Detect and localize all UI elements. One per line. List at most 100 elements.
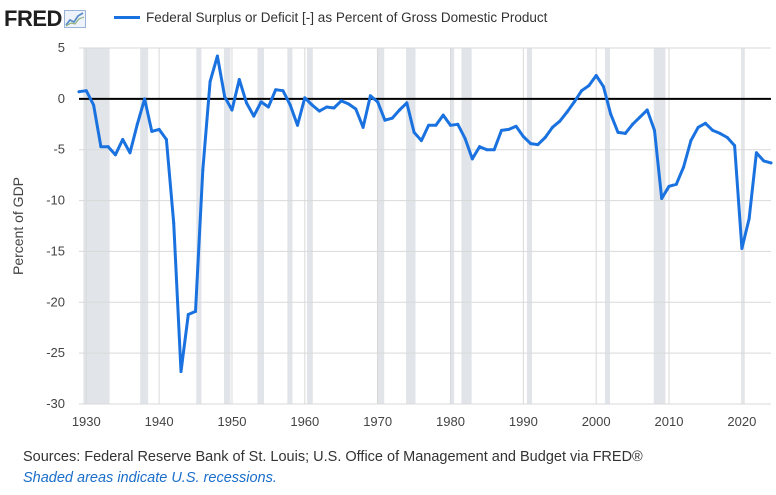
data-point[interactable] — [194, 309, 198, 313]
data-point[interactable] — [529, 142, 533, 146]
data-point[interactable] — [405, 101, 409, 105]
data-point[interactable] — [499, 128, 503, 132]
data-point[interactable] — [580, 89, 584, 93]
data-point[interactable] — [448, 123, 452, 127]
data-point[interactable] — [594, 73, 598, 77]
data-point[interactable] — [631, 122, 635, 126]
series-line-0[interactable] — [77, 54, 773, 373]
data-point[interactable] — [215, 54, 219, 58]
data-point[interactable] — [245, 101, 249, 105]
data-point[interactable] — [164, 138, 168, 142]
data-point[interactable] — [121, 138, 125, 142]
x-tick-label: 1930 — [72, 414, 101, 429]
data-point[interactable] — [113, 153, 117, 157]
data-point[interactable] — [492, 148, 496, 152]
data-point[interactable] — [106, 145, 110, 149]
data-point[interactable] — [259, 100, 263, 104]
data-point[interactable] — [645, 108, 649, 112]
data-point[interactable] — [128, 151, 132, 155]
data-point[interactable] — [696, 125, 700, 129]
data-point[interactable] — [77, 90, 81, 94]
data-point[interactable] — [601, 85, 605, 89]
data-point[interactable] — [674, 182, 678, 186]
data-point[interactable] — [84, 89, 88, 93]
data-point[interactable] — [296, 123, 300, 127]
data-point[interactable] — [660, 197, 664, 201]
data-point[interactable] — [325, 105, 329, 109]
data-point[interactable] — [419, 139, 423, 143]
data-point[interactable] — [769, 161, 773, 165]
data-point[interactable] — [150, 129, 154, 133]
data-point[interactable] — [252, 114, 256, 118]
data-point[interactable] — [514, 124, 518, 128]
data-point[interactable] — [376, 100, 380, 104]
data-point[interactable] — [470, 157, 474, 161]
data-point[interactable] — [572, 100, 576, 104]
data-point[interactable] — [463, 137, 467, 141]
data-point[interactable] — [223, 95, 227, 99]
data-point[interactable] — [507, 127, 511, 131]
data-point[interactable] — [99, 145, 103, 149]
data-point[interactable] — [485, 148, 489, 152]
data-point[interactable] — [135, 122, 139, 126]
data-point[interactable] — [623, 131, 627, 135]
data-point[interactable] — [434, 123, 438, 127]
data-point[interactable] — [740, 246, 744, 250]
data-point[interactable] — [92, 103, 96, 107]
data-point[interactable] — [456, 122, 460, 126]
data-point[interactable] — [412, 130, 416, 134]
data-point[interactable] — [281, 89, 285, 93]
data-point[interactable] — [266, 105, 270, 109]
data-point[interactable] — [478, 145, 482, 149]
data-point[interactable] — [609, 112, 613, 116]
data-point[interactable] — [638, 115, 642, 119]
data-point[interactable] — [179, 369, 183, 373]
data-point[interactable] — [543, 136, 547, 140]
data-point[interactable] — [754, 151, 758, 155]
data-point[interactable] — [398, 108, 402, 112]
data-point[interactable] — [521, 134, 525, 138]
data-point[interactable] — [427, 123, 431, 127]
data-point[interactable] — [368, 94, 372, 98]
data-point[interactable] — [689, 139, 693, 143]
data-point[interactable] — [441, 113, 445, 117]
data-point[interactable] — [354, 107, 358, 111]
data-point[interactable] — [361, 125, 365, 129]
data-point[interactable] — [682, 165, 686, 169]
data-point[interactable] — [725, 136, 729, 140]
data-point[interactable] — [652, 128, 656, 132]
data-point[interactable] — [208, 80, 212, 84]
data-point[interactable] — [339, 99, 343, 103]
data-point[interactable] — [762, 159, 766, 163]
data-point[interactable] — [201, 168, 205, 172]
data-point[interactable] — [310, 103, 314, 107]
y-tick-label: -30 — [46, 396, 65, 411]
data-point[interactable] — [274, 88, 278, 92]
data-point[interactable] — [157, 127, 161, 131]
data-point[interactable] — [667, 184, 671, 188]
data-point[interactable] — [711, 128, 715, 132]
data-point[interactable] — [558, 119, 562, 123]
data-point[interactable] — [332, 106, 336, 110]
data-point[interactable] — [747, 217, 751, 221]
data-point[interactable] — [390, 116, 394, 120]
data-point[interactable] — [230, 108, 234, 112]
data-point[interactable] — [172, 221, 176, 225]
fred-logo[interactable]: FRED — [4, 6, 86, 32]
data-point[interactable] — [616, 130, 620, 134]
data-point[interactable] — [186, 312, 190, 316]
data-point[interactable] — [288, 103, 292, 107]
data-point[interactable] — [303, 96, 307, 100]
data-point[interactable] — [550, 125, 554, 129]
data-point[interactable] — [383, 118, 387, 122]
data-point[interactable] — [565, 110, 569, 114]
data-point[interactable] — [237, 78, 241, 82]
data-point[interactable] — [703, 121, 707, 125]
data-point[interactable] — [143, 97, 147, 101]
data-point[interactable] — [536, 143, 540, 147]
data-point[interactable] — [347, 102, 351, 106]
data-point[interactable] — [718, 131, 722, 135]
data-point[interactable] — [317, 109, 321, 113]
data-point[interactable] — [733, 144, 737, 148]
data-point[interactable] — [587, 84, 591, 88]
